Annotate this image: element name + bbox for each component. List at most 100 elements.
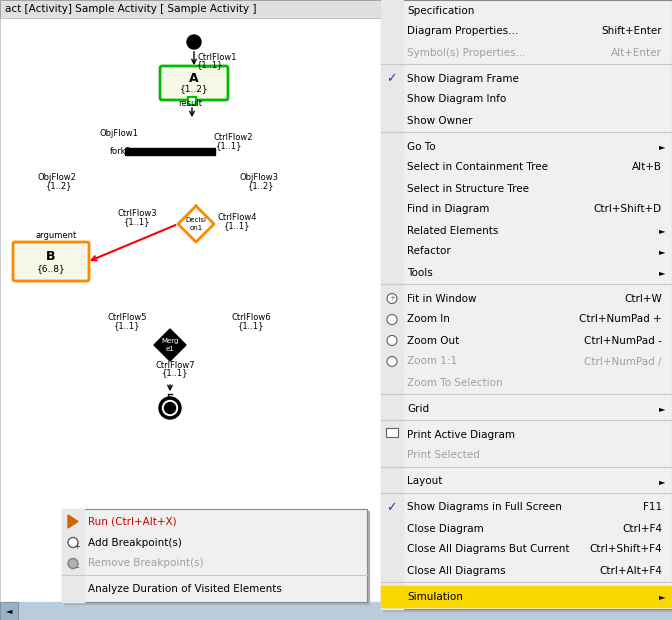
Text: ►: ► <box>659 268 665 277</box>
Text: ✓: ✓ <box>386 501 396 514</box>
Bar <box>383 2 672 611</box>
Text: Show Diagrams in Full Screen: Show Diagrams in Full Screen <box>407 502 562 513</box>
Circle shape <box>163 401 177 415</box>
Bar <box>188 97 196 105</box>
Text: Ctrl+Alt+F4: Ctrl+Alt+F4 <box>599 565 662 575</box>
Bar <box>386 428 398 437</box>
Polygon shape <box>178 206 214 242</box>
Polygon shape <box>68 515 78 528</box>
Text: Print Selected: Print Selected <box>407 451 480 461</box>
Text: {1..1}: {1..1} <box>216 141 243 151</box>
Text: Related Elements: Related Elements <box>407 226 499 236</box>
Bar <box>381 586 672 607</box>
Bar <box>125 148 215 155</box>
Text: ►: ► <box>659 247 665 256</box>
Bar <box>62 509 367 602</box>
Polygon shape <box>154 329 186 361</box>
Text: {6..8}: {6..8} <box>37 264 65 273</box>
Text: Decisi: Decisi <box>185 217 206 223</box>
Text: {1..1}: {1..1} <box>124 218 151 226</box>
Text: CtrlFlow6: CtrlFlow6 <box>232 314 271 322</box>
Text: Tools: Tools <box>407 267 433 278</box>
Text: ObjFlow1: ObjFlow1 <box>100 128 139 138</box>
Circle shape <box>165 402 175 414</box>
Text: fork2: fork2 <box>110 148 132 156</box>
Text: Close All Diagrams But Current: Close All Diagrams But Current <box>407 544 569 554</box>
Text: Refactor: Refactor <box>407 247 451 257</box>
Text: Simulation: Simulation <box>407 591 463 601</box>
Bar <box>660 18 672 602</box>
Text: Show Diagram Info: Show Diagram Info <box>407 94 506 105</box>
Text: {1..1}: {1..1} <box>162 368 188 378</box>
Bar <box>381 0 403 609</box>
Text: Ctrl+Shift+D: Ctrl+Shift+D <box>594 205 662 215</box>
Text: A: A <box>190 71 199 84</box>
Text: CtrlFlow4: CtrlFlow4 <box>218 213 257 223</box>
Bar <box>381 0 672 609</box>
Text: Close All Diagrams: Close All Diagrams <box>407 565 505 575</box>
Text: {1..1}: {1..1} <box>114 322 140 330</box>
Text: {1..1}: {1..1} <box>238 322 265 330</box>
Text: CtrlFlow1: CtrlFlow1 <box>197 53 237 61</box>
Text: ✓: ✓ <box>386 72 396 85</box>
Text: Show Owner: Show Owner <box>407 115 472 125</box>
Text: Alt+Enter: Alt+Enter <box>611 48 662 58</box>
Bar <box>0 602 18 620</box>
Text: {1..2}: {1..2} <box>46 182 73 190</box>
Bar <box>0 18 381 620</box>
Text: ObjFlow2: ObjFlow2 <box>38 174 77 182</box>
Text: ►: ► <box>659 142 665 151</box>
Circle shape <box>68 538 78 547</box>
Circle shape <box>387 293 397 304</box>
Text: Ctrl+NumPad -: Ctrl+NumPad - <box>584 335 662 345</box>
Text: Diagram Properties...: Diagram Properties... <box>407 27 518 37</box>
Text: Ctrl+Shift+F4: Ctrl+Shift+F4 <box>589 544 662 554</box>
Text: on1: on1 <box>190 225 203 231</box>
Text: Go To: Go To <box>407 141 435 151</box>
Text: Ctrl+NumPad /: Ctrl+NumPad / <box>585 356 662 366</box>
Text: Analyze Duration of Visited Elements: Analyze Duration of Visited Elements <box>88 585 282 595</box>
Text: +: + <box>389 296 395 301</box>
Text: Shift+Enter: Shift+Enter <box>601 27 662 37</box>
Text: Show Diagram Frame: Show Diagram Frame <box>407 74 519 84</box>
Text: Ctrl+F4: Ctrl+F4 <box>622 523 662 533</box>
Text: argument: argument <box>35 231 76 241</box>
Bar <box>64 511 369 604</box>
Text: CtrlFlow5: CtrlFlow5 <box>108 314 147 322</box>
Text: Zoom Out: Zoom Out <box>407 335 459 345</box>
Text: Grid: Grid <box>407 404 429 414</box>
Text: Find in Diagram: Find in Diagram <box>407 205 489 215</box>
Circle shape <box>68 559 78 569</box>
Text: ►: ► <box>659 404 665 413</box>
Text: CtrlFlow3: CtrlFlow3 <box>118 210 158 218</box>
Text: Zoom 1:1: Zoom 1:1 <box>407 356 457 366</box>
Circle shape <box>187 35 201 49</box>
Text: act [Activity] Sample Activity [ Sample Activity ]: act [Activity] Sample Activity [ Sample … <box>5 4 257 14</box>
Text: Zoom In: Zoom In <box>407 314 450 324</box>
Text: result: result <box>178 99 202 107</box>
Text: ObjFlow3: ObjFlow3 <box>240 174 279 182</box>
Circle shape <box>387 356 397 366</box>
Text: Print Active Diagram: Print Active Diagram <box>407 430 515 440</box>
Circle shape <box>387 335 397 345</box>
Bar <box>62 509 84 602</box>
Text: Select in Containment Tree: Select in Containment Tree <box>407 162 548 172</box>
Text: {1..1}: {1..1} <box>224 221 251 231</box>
Text: ►: ► <box>659 226 665 235</box>
Bar <box>0 0 672 18</box>
Bar <box>0 602 672 620</box>
Text: {1..2}: {1..2} <box>179 84 208 94</box>
Text: Fit in Window: Fit in Window <box>407 293 476 304</box>
Text: Merg: Merg <box>161 338 179 344</box>
Text: CtrlFlow2: CtrlFlow2 <box>213 133 253 143</box>
Text: Layout: Layout <box>407 477 442 487</box>
FancyBboxPatch shape <box>160 66 228 100</box>
Text: Select in Structure Tree: Select in Structure Tree <box>407 184 529 193</box>
Text: CtrlFlow7: CtrlFlow7 <box>155 360 195 370</box>
Text: Zoom To Selection: Zoom To Selection <box>407 378 503 388</box>
Text: Add Breakpoint(s): Add Breakpoint(s) <box>88 538 182 547</box>
Text: Specification: Specification <box>407 6 474 16</box>
Circle shape <box>159 397 181 419</box>
Text: F11: F11 <box>643 502 662 513</box>
Text: Symbol(s) Properties...: Symbol(s) Properties... <box>407 48 526 58</box>
